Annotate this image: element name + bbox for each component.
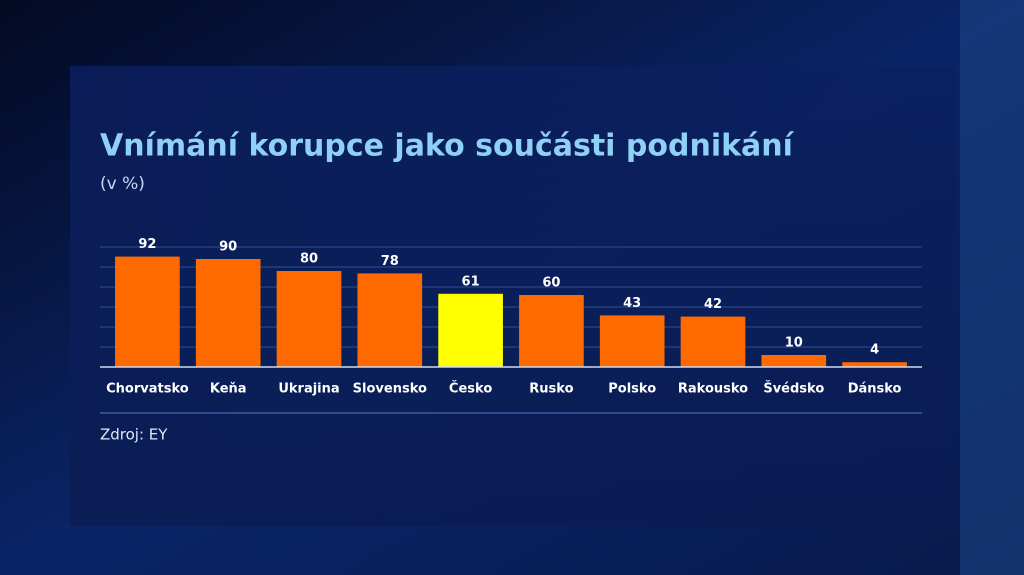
value-label: 43 <box>623 296 641 311</box>
bar <box>438 293 503 367</box>
value-label: 10 <box>785 336 803 351</box>
x-tick-label: Česko <box>449 381 492 397</box>
chart-title: Vnímání korupce jako součásti podnikání <box>100 129 795 164</box>
x-tick-label: Polsko <box>608 382 656 397</box>
source-note: Zdroj: EY <box>100 426 168 444</box>
value-label: 92 <box>138 237 156 252</box>
bar <box>276 271 342 367</box>
bar <box>842 362 907 367</box>
value-label: 80 <box>300 252 318 267</box>
value-label: 60 <box>542 276 560 291</box>
bar <box>680 316 746 367</box>
x-tick-label: Švédsko <box>763 381 824 397</box>
value-label: 78 <box>381 254 399 269</box>
x-tick-label: Slovensko <box>353 382 427 397</box>
value-label: 4 <box>870 343 879 358</box>
value-label: 42 <box>704 297 722 312</box>
chart-subtitle: (v %) <box>100 174 145 194</box>
value-label: 61 <box>462 274 480 289</box>
x-tick-label: Chorvatsko <box>106 382 189 397</box>
bar <box>519 295 584 367</box>
bar <box>195 259 261 367</box>
x-tick-label: Ukrajina <box>278 382 339 397</box>
x-tick-label: Dánsko <box>848 382 902 397</box>
x-tick-label: Keňa <box>210 382 247 397</box>
bar <box>357 273 423 367</box>
background-stripe <box>960 0 1024 575</box>
value-label: 90 <box>219 240 237 255</box>
x-tick-label: Rusko <box>529 382 573 397</box>
bar <box>115 256 180 367</box>
bar <box>761 355 827 367</box>
x-tick-label: Rakousko <box>678 382 748 397</box>
bar <box>599 315 665 367</box>
